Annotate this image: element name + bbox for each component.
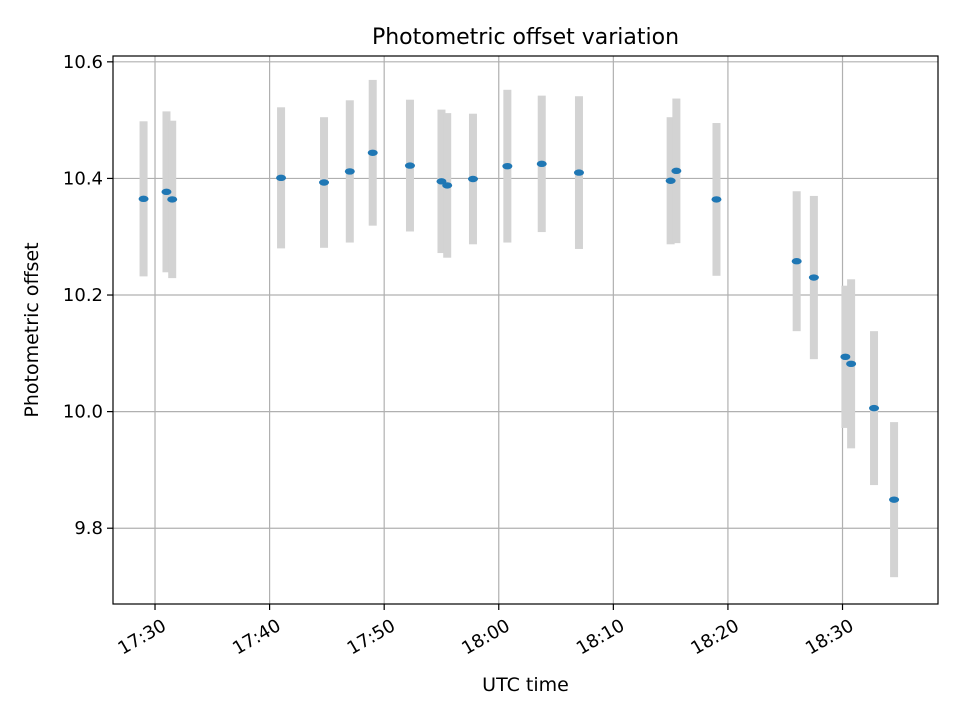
y-tick-label: 10.4 <box>63 168 103 189</box>
data-point <box>889 496 900 503</box>
y-tick-label: 10.2 <box>63 285 103 306</box>
data-point <box>404 162 415 169</box>
data-point <box>442 182 453 189</box>
y-tick-label: 10.6 <box>63 52 103 73</box>
data-point <box>808 274 819 281</box>
data-points <box>138 149 900 503</box>
data-point <box>319 179 330 186</box>
data-point <box>840 353 851 361</box>
data-point <box>791 258 802 265</box>
data-point <box>367 149 378 156</box>
data-point <box>846 360 857 368</box>
data-point <box>161 188 172 196</box>
data-point <box>671 167 682 175</box>
data-point <box>502 162 513 170</box>
data-point <box>436 178 447 185</box>
data-point <box>711 196 722 203</box>
data-point <box>573 169 584 176</box>
x-axis-label: UTC time <box>482 674 569 696</box>
data-point <box>869 404 880 412</box>
data-point <box>344 168 355 175</box>
plot-frame <box>112 55 939 605</box>
y-axis-label: Photometric offset <box>21 242 43 417</box>
y-tick-label: 10.0 <box>63 402 103 423</box>
data-point <box>138 195 149 203</box>
data-point <box>536 160 547 168</box>
y-tick-label: 9.8 <box>74 518 103 539</box>
data-point <box>276 174 287 182</box>
data-point <box>467 175 478 183</box>
data-point <box>665 177 676 184</box>
data-point <box>167 196 178 203</box>
chart-title: Photometric offset variation <box>372 25 679 50</box>
